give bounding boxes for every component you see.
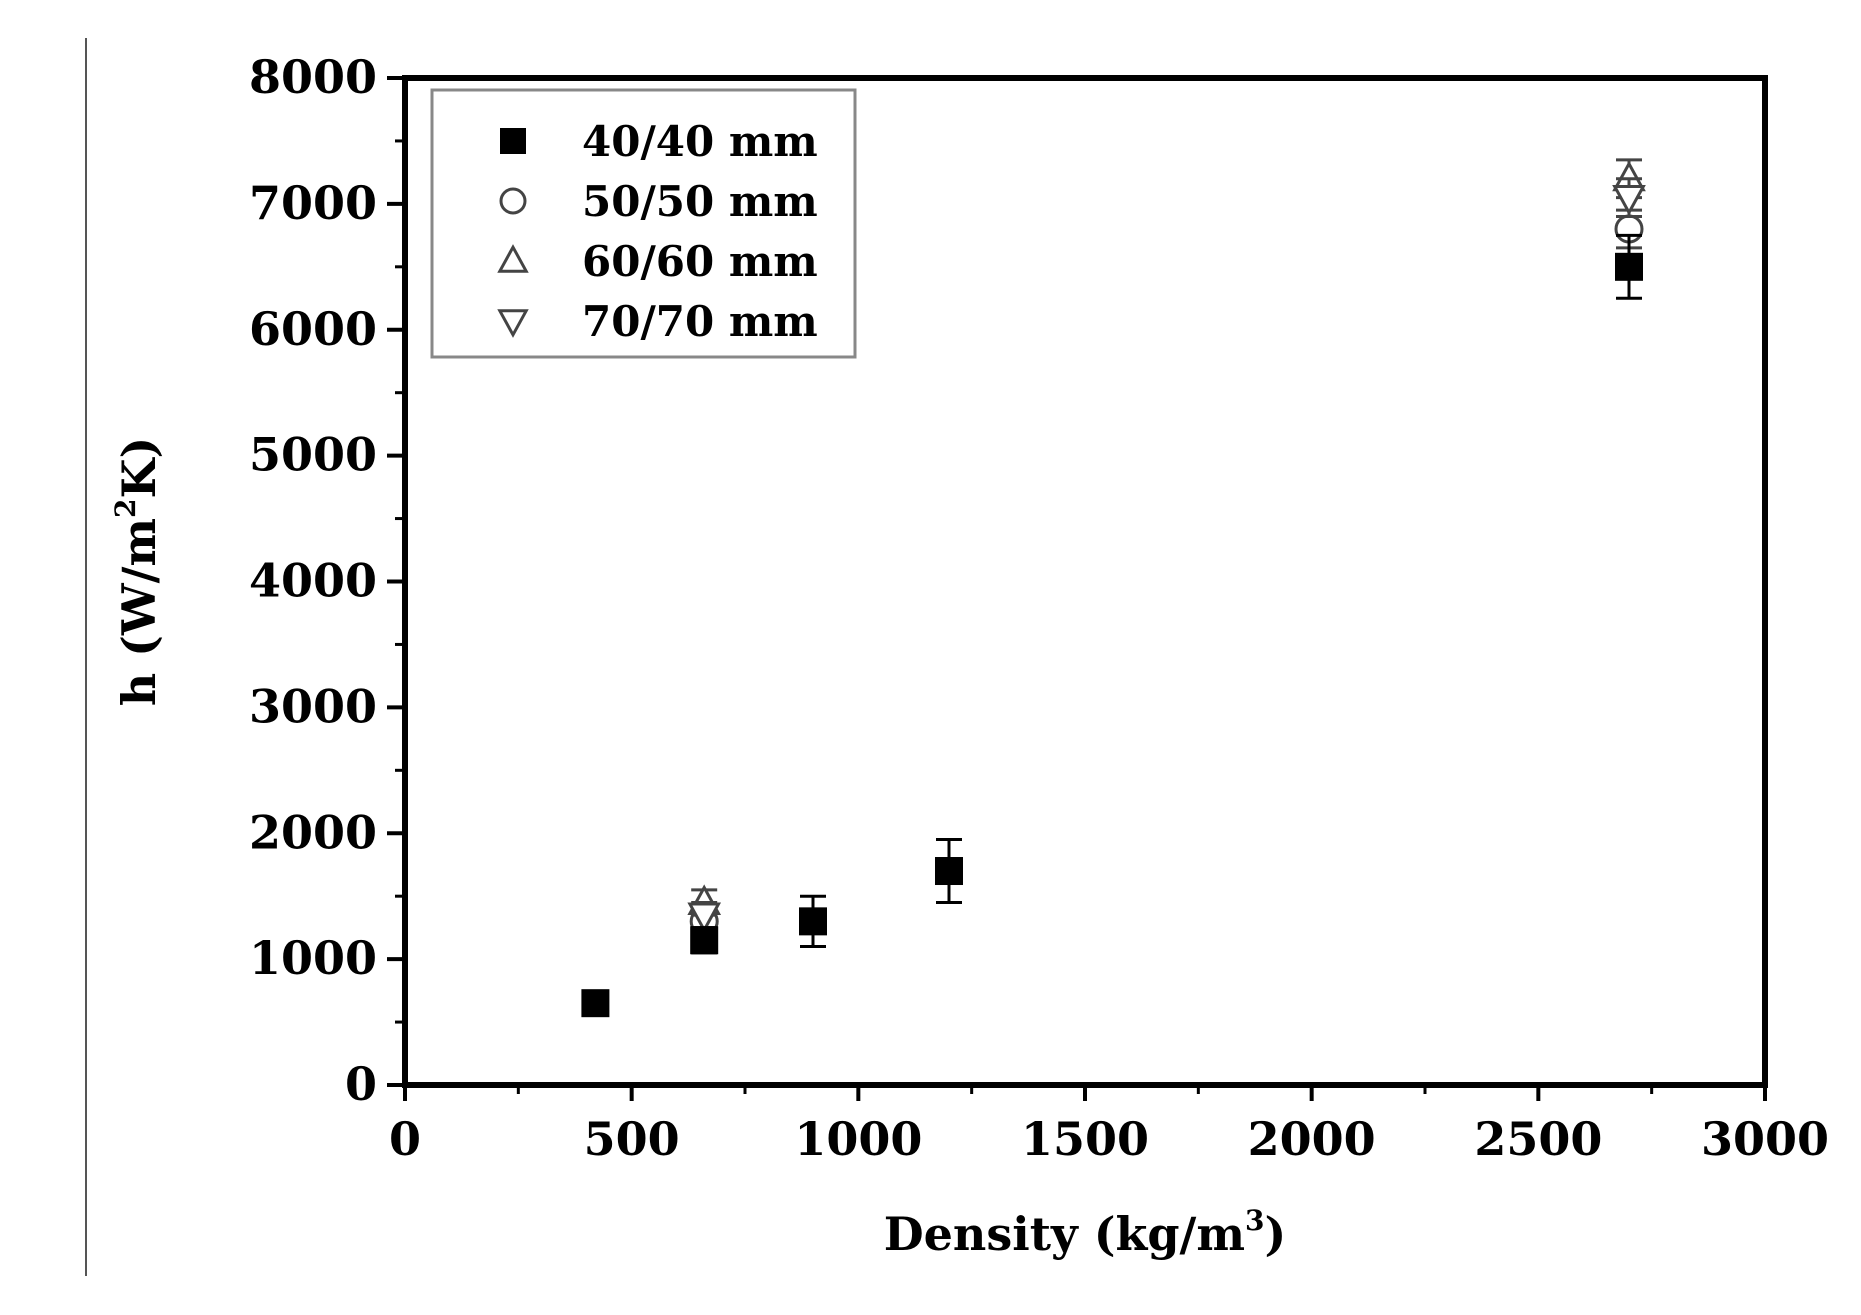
- y-tick-label: 6000: [249, 302, 377, 356]
- x-axis: 0 500 1000 1500 2000 2500 3000: [389, 1085, 1829, 1166]
- x-tick-label: 3000: [1701, 1112, 1829, 1166]
- y-tick-label: 3000: [249, 679, 377, 733]
- series-40-40-mm: [581, 233, 1643, 1018]
- y-tick-label: 0: [345, 1057, 377, 1111]
- data-point: [581, 989, 610, 1018]
- x-tick-label: 1500: [1021, 1112, 1149, 1166]
- legend-label: 60/60 mm: [582, 237, 818, 286]
- y-tick-label: 1000: [249, 931, 377, 985]
- legend-label: 40/40 mm: [582, 117, 818, 166]
- y-tick-label: 8000: [249, 50, 377, 104]
- x-axis-title-main: Density (kg/m: [884, 1207, 1245, 1261]
- y-tick-label: 2000: [249, 805, 377, 859]
- x-tick-label: 500: [584, 1112, 680, 1166]
- legend-marker: [497, 244, 529, 273]
- legend-label: 70/70 mm: [582, 297, 818, 346]
- data-point: [1612, 185, 1646, 216]
- x-tick-label: 2000: [1248, 1112, 1376, 1166]
- data-point: [1615, 252, 1643, 281]
- y-axis-title: h (W/m2K): [109, 437, 166, 707]
- x-tick-label: 2500: [1474, 1112, 1602, 1166]
- legend-marker: [499, 187, 527, 215]
- y-axis-title-sup: 2: [109, 498, 142, 517]
- data-point: [687, 902, 722, 934]
- series-70-70-mm: [687, 177, 1646, 934]
- y-axis: 0 1000 2000 3000 4000 5000 6000 7000 8000: [249, 50, 405, 1111]
- x-axis-title-sup: 3: [1245, 1204, 1264, 1237]
- y-tick-label: 4000: [249, 554, 377, 608]
- x-tick-label: 0: [389, 1112, 421, 1166]
- data-layer: [581, 158, 1646, 1018]
- legend-marker: [500, 128, 526, 154]
- x-tick-label: 1000: [794, 1112, 922, 1166]
- y-tick-label: 5000: [249, 428, 377, 482]
- legend-label: 50/50 mm: [582, 177, 818, 226]
- data-point: [690, 926, 719, 955]
- data-point: [799, 907, 827, 936]
- legend: 40/40 mm 50/50 mm 60/60 mm 70/70 mm: [430, 88, 857, 359]
- y-axis-title-tail: K): [112, 437, 166, 499]
- y-tick-label: 7000: [249, 176, 377, 230]
- x-axis-title: Density (kg/m3): [884, 1204, 1287, 1261]
- data-point: [935, 857, 963, 886]
- legend-marker: [497, 309, 529, 338]
- y-axis-title-main: h (W/m: [112, 518, 166, 706]
- x-axis-title-tail: ): [1264, 1207, 1286, 1261]
